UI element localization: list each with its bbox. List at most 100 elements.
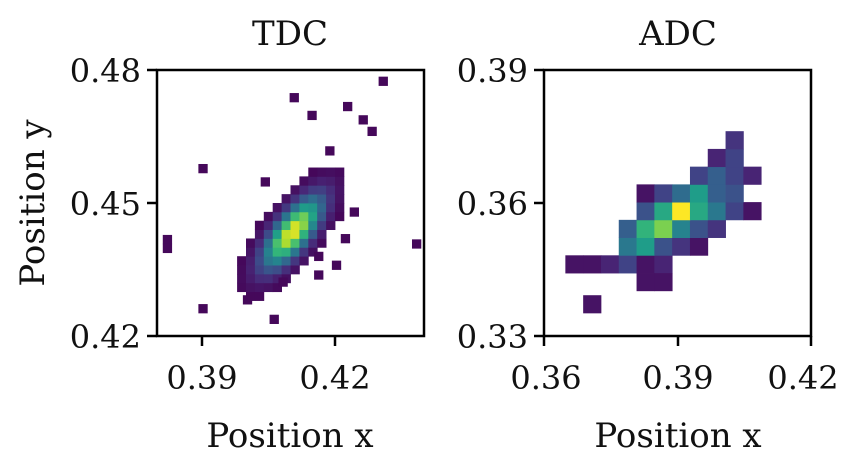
adc-heatmap-cell [654, 255, 673, 274]
tdc-heatmap-cell [272, 220, 282, 230]
tdc-heatmap-cell [281, 265, 291, 275]
tdc-heatmap-cell [281, 211, 291, 222]
tdc-outlier-cell [278, 277, 288, 287]
adc-heatmap-cell [583, 295, 602, 314]
tdc-outlier-cell [349, 207, 359, 217]
tdc-y-tick-label: 0.48 [70, 52, 141, 90]
tdc-heatmap-cell [272, 203, 282, 213]
tdc-heatmap-cell [317, 238, 327, 248]
adc-heatmap-cells [565, 131, 762, 314]
tdc-heatmap-cell [326, 211, 336, 222]
adc-heatmap-cell [636, 237, 655, 256]
adc-heatmap-cell [689, 184, 709, 203]
tdc-outlier-cell [198, 163, 208, 174]
tdc-outlier-cell [289, 93, 299, 103]
adc-heatmap-cell [654, 219, 673, 238]
tdc-heatmap-cell [272, 238, 282, 248]
tdc-y-axis-label: Position y [13, 119, 53, 287]
tdc-heatmap-cell [272, 247, 282, 257]
tdc-heatmap-cell [272, 273, 282, 284]
tdc-heatmap-cell [290, 185, 300, 195]
tdc-y-tick-label: 0.42 [70, 318, 141, 356]
tdc-heatmap-cell [317, 176, 327, 186]
tdc-heatmap-cell [254, 220, 265, 230]
tdc-panel: TDC 0.42 0.45 0.48 0.39 0.42 Position x … [13, 14, 426, 456]
adc-heatmap-cell [636, 219, 655, 238]
adc-x-tick-label: 0.39 [642, 359, 713, 397]
adc-heatmap-cell [672, 184, 691, 203]
adc-heatmap-cell [725, 131, 744, 150]
adc-y-tick-label: 0.39 [457, 52, 528, 90]
tdc-heatmap-cell [335, 194, 345, 204]
tdc-heatmap-cell [272, 211, 282, 222]
tdc-heatmap-cell [335, 167, 345, 177]
adc-x-ticks: 0.36 0.39 0.42 [510, 336, 839, 397]
tdc-heatmap-cell [254, 256, 265, 266]
tdc-heatmap-cell [326, 167, 336, 177]
tdc-heatmap-cell [290, 247, 300, 257]
adc-x-axis-label: Position x [594, 416, 761, 456]
tdc-x-ticks: 0.39 0.42 [166, 336, 371, 397]
tdc-outlier-cell [331, 260, 342, 270]
tdc-heatmap-cell [281, 220, 291, 230]
tdc-outlier-cell [314, 251, 324, 262]
adc-heatmap-cell [725, 184, 744, 203]
tdc-heatmap-cell [281, 194, 291, 204]
tdc-heatmap-cell [299, 247, 309, 257]
tdc-heatmap-cell [263, 238, 274, 248]
tdc-outlier-cell [162, 243, 173, 254]
tdc-heatmap-cell [299, 256, 309, 266]
adc-heatmap-cell [689, 219, 709, 238]
adc-heatmap-cell [689, 166, 709, 185]
tdc-heatmap-cell [335, 185, 345, 195]
tdc-outlier-cell [198, 304, 208, 314]
tdc-heatmap-cell [263, 265, 274, 275]
adc-heatmap-cell [636, 202, 655, 221]
tdc-outlier-cell [411, 239, 422, 249]
tdc-outlier-cell [242, 295, 253, 305]
tdc-heatmap-cell [299, 176, 309, 186]
adc-heatmap-cell [725, 148, 744, 168]
adc-y-tick-label: 0.36 [457, 185, 528, 223]
adc-heatmap-cell [672, 237, 691, 256]
adc-heatmap-cell [725, 166, 744, 185]
tdc-heatmap-cell [290, 238, 300, 248]
adc-heatmap-cell [618, 237, 637, 256]
tdc-heatmap-cell [317, 229, 327, 239]
tdc-heatmap-cell [290, 256, 300, 266]
tdc-heatmap-cell [281, 229, 291, 239]
tdc-heatmap-cell [317, 185, 327, 195]
tdc-heatmap-cell [335, 203, 345, 213]
tdc-heatmap-cell [308, 211, 318, 222]
adc-heatmap-cell [583, 255, 602, 274]
tdc-heatmap-cell [246, 238, 256, 248]
tdc-heatmap-cell [281, 256, 291, 266]
adc-heatmap-cell [672, 202, 691, 221]
tdc-heatmap-cell [263, 247, 274, 257]
adc-title: ADC [638, 14, 717, 54]
adc-x-tick-label: 0.42 [767, 359, 838, 397]
tdc-heatmap-cell [290, 211, 300, 222]
tdc-heatmap-cell [254, 238, 265, 248]
tdc-heatmap-cell [308, 247, 318, 257]
tdc-heatmap-cell [308, 167, 318, 177]
tdc-heatmap-cell [254, 291, 265, 301]
tdc-x-tick-label: 0.39 [166, 359, 237, 397]
tdc-heatmap-cell [263, 211, 274, 222]
tdc-heatmap-cell [254, 282, 265, 293]
tdc-outlier-cell [343, 101, 353, 112]
tdc-outlier-cell [358, 115, 368, 125]
adc-heatmap-cell [689, 202, 709, 221]
tdc-heatmap-cell [263, 273, 274, 284]
tdc-y-tick-label: 0.45 [70, 185, 141, 223]
tdc-heatmap-cell [326, 185, 336, 195]
tdc-heatmap-cell [254, 265, 265, 275]
tdc-heatmap-cell [246, 273, 256, 284]
tdc-heatmap-cell [317, 194, 327, 204]
adc-heatmap-cell [707, 166, 726, 185]
tdc-heatmap-cell [272, 282, 282, 293]
tdc-heatmap-cell [272, 256, 282, 266]
tdc-heatmap-cell [263, 282, 274, 293]
tdc-heatmap-cell [299, 229, 309, 239]
